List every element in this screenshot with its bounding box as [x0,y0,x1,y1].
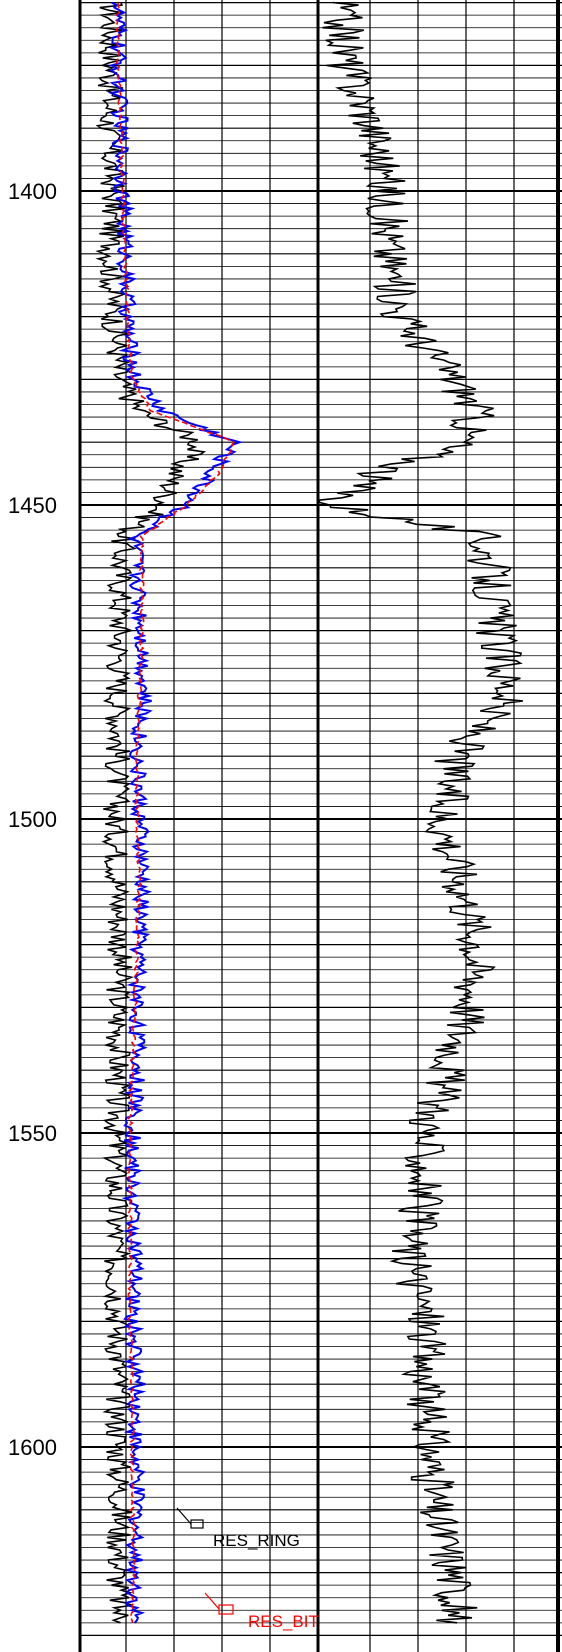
label-callout-line [176,1507,192,1525]
log-curve-left-1 [107,1,244,1624]
log-curve-res-bit [115,2,235,1623]
curve-labels: RES_RING RES_BIT [176,1507,319,1631]
curve-label-res-bit: RES_BIT [248,1612,319,1631]
depth-tick-label: 1400 [8,179,57,204]
depth-tick-label: 1450 [8,493,57,518]
depth-tick-label: 1550 [8,1121,57,1146]
depth-tick-label: 1500 [8,807,57,832]
minor-gridlines [80,1,562,1637]
major-gridlines [78,0,562,1652]
label-callout-box [190,1519,204,1529]
curve-label-res-ring: RES_RING [213,1531,300,1550]
depth-tick-label: 1600 [8,1435,57,1460]
label-callout-line [204,1592,220,1610]
label-callout-box [218,1604,234,1615]
log-curve-res-ring [316,1,523,1624]
log-curves [95,1,523,1624]
depth-axis-labels: 1400 1450 1500 1550 1600 [8,179,57,1460]
log-curve-left-0 [95,2,207,1624]
